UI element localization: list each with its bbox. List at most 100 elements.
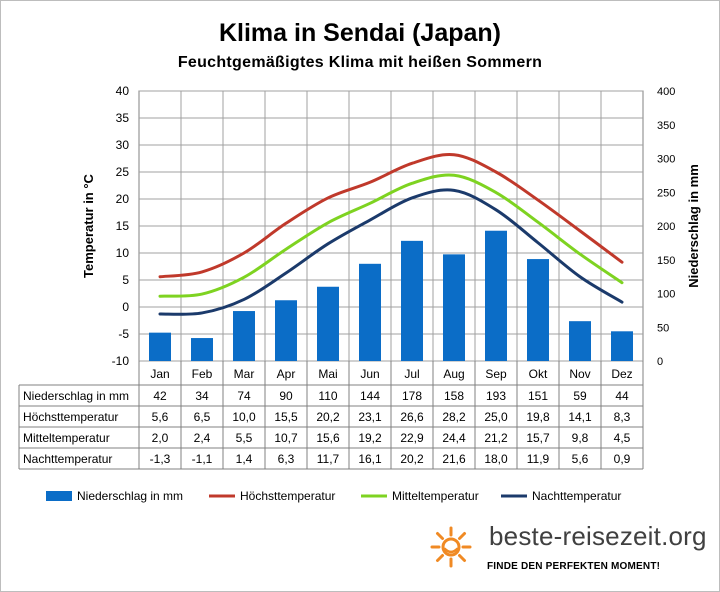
y-right-tick-label: 300 <box>657 154 675 166</box>
table-cell: 34 <box>195 389 209 403</box>
table-cell: 18,0 <box>484 452 508 466</box>
brand-logo: beste-reisezeit.org FINDE DEN PERFEKTEN … <box>429 521 709 581</box>
table-cell: 26,6 <box>400 410 424 424</box>
table-cell: 9,8 <box>572 431 589 445</box>
legend-swatch-precipitation <box>46 491 72 501</box>
legend-label: Höchsttemperatur <box>240 489 335 503</box>
y-right-tick-label: 250 <box>657 187 675 199</box>
x-tick-label: Dez <box>611 367 632 381</box>
precipitation-bar <box>149 332 171 361</box>
legend-label: Nachttemperatur <box>532 489 621 503</box>
precipitation-bar <box>443 254 465 361</box>
table-cell: 5,6 <box>152 410 169 424</box>
table-cell: 15,7 <box>526 431 550 445</box>
table-cell: -1,1 <box>192 452 213 466</box>
x-tick-label: Jun <box>360 367 379 381</box>
y-left-tick-label: -10 <box>112 354 130 368</box>
y-left-tick-label: 5 <box>122 273 129 287</box>
table-cell: 16,1 <box>358 452 382 466</box>
table-row-label: Nachttemperatur <box>23 452 112 466</box>
precipitation-bar <box>611 331 633 361</box>
table-row-label: Mitteltemperatur <box>23 431 110 445</box>
table-cell: -1,3 <box>150 452 171 466</box>
max-temperature-line <box>158 152 624 279</box>
table-cell: 28,2 <box>442 410 466 424</box>
x-tick-label: Jan <box>150 367 169 381</box>
x-tick-label: Mai <box>318 367 337 381</box>
table-cell: 19,8 <box>526 410 550 424</box>
table-cell: 20,2 <box>316 410 340 424</box>
table-cell: 2,4 <box>194 431 211 445</box>
table-cell: 42 <box>153 389 167 403</box>
precipitation-bar <box>233 311 255 361</box>
table-cell: 1,4 <box>236 452 253 466</box>
table-cell: 22,9 <box>400 431 424 445</box>
legend-label: Mitteltemperatur <box>392 489 479 503</box>
table-row-label: Niederschlag in mm <box>23 389 129 403</box>
y-left-tick-label: -5 <box>118 327 129 341</box>
y-left-axis-title: Temperatur in °C <box>81 173 96 278</box>
y-left-tick-label: 20 <box>116 192 130 206</box>
x-tick-label: Apr <box>277 367 296 381</box>
y-left-tick-label: 15 <box>116 219 130 233</box>
precipitation-bar <box>485 230 507 361</box>
y-right-tick-label: 100 <box>657 289 675 301</box>
y-right-tick-label: 200 <box>657 221 675 233</box>
y-left-tick-label: 30 <box>116 138 130 152</box>
x-tick-label: Okt <box>529 367 548 381</box>
y-right-tick-label: 350 <box>657 120 675 132</box>
y-right-axis-title: Niederschlag in mm <box>686 164 701 288</box>
x-tick-label: Jul <box>404 367 419 381</box>
table-row-label: Höchsttemperatur <box>23 410 118 424</box>
table-cell: 11,7 <box>317 452 340 466</box>
precipitation-bar <box>317 286 339 361</box>
table-cell: 24,4 <box>442 431 466 445</box>
mean-temperature-line <box>158 173 624 298</box>
table-cell: 59 <box>573 389 587 403</box>
table-cell: 178 <box>402 389 422 403</box>
y-right-tick-label: 400 <box>657 86 675 98</box>
y-right-tick-label: 50 <box>657 322 669 334</box>
chart-subtitle: Feuchtgemäßigtes Klima mit heißen Sommer… <box>177 54 543 71</box>
x-tick-label: Aug <box>443 367 464 381</box>
table-cell: 193 <box>486 389 506 403</box>
table-cell: 10,0 <box>232 410 256 424</box>
table-cell: 11,9 <box>527 452 550 466</box>
y-right-tick-label: 0 <box>657 356 663 368</box>
x-tick-label: Feb <box>192 367 213 381</box>
y-right-tick-label: 150 <box>657 255 675 267</box>
table-cell: 10,7 <box>274 431 298 445</box>
legend-label: Niederschlag in mm <box>77 489 183 503</box>
min-temperature-line <box>158 188 624 316</box>
table-cell: 23,1 <box>358 410 382 424</box>
table-cell: 15,6 <box>316 431 340 445</box>
table-cell: 14,1 <box>568 410 592 424</box>
table-cell: 44 <box>615 389 629 403</box>
table-cell: 158 <box>444 389 464 403</box>
y-left-tick-label: 10 <box>116 246 130 260</box>
brand-name: beste-reisezeit.org <box>489 521 707 551</box>
table-cell: 110 <box>318 389 337 403</box>
x-tick-label: Nov <box>569 367 590 381</box>
x-tick-label: Mar <box>234 367 255 381</box>
precipitation-bar <box>359 263 381 361</box>
y-left-tick-label: 0 <box>122 300 129 314</box>
table-cell: 151 <box>528 389 548 403</box>
table-cell: 4,5 <box>614 431 631 445</box>
table-cell: 8,3 <box>614 410 631 424</box>
precipitation-bar <box>275 300 297 361</box>
precipitation-bar <box>569 321 591 361</box>
table-cell: 144 <box>360 389 380 403</box>
table-cell: 19,2 <box>358 431 382 445</box>
table-cell: 5,5 <box>236 431 253 445</box>
precipitation-bar <box>527 259 549 361</box>
table-cell: 6,5 <box>194 410 211 424</box>
table-cell: 0,9 <box>614 452 631 466</box>
table-cell: 21,6 <box>442 452 466 466</box>
table-cell: 2,0 <box>152 431 169 445</box>
sun-icon <box>430 526 472 568</box>
table-cell: 25,0 <box>484 410 508 424</box>
x-tick-label: Sep <box>485 367 507 381</box>
climate-chart: 4035302520151050-5-104003503002502001501… <box>18 84 701 503</box>
